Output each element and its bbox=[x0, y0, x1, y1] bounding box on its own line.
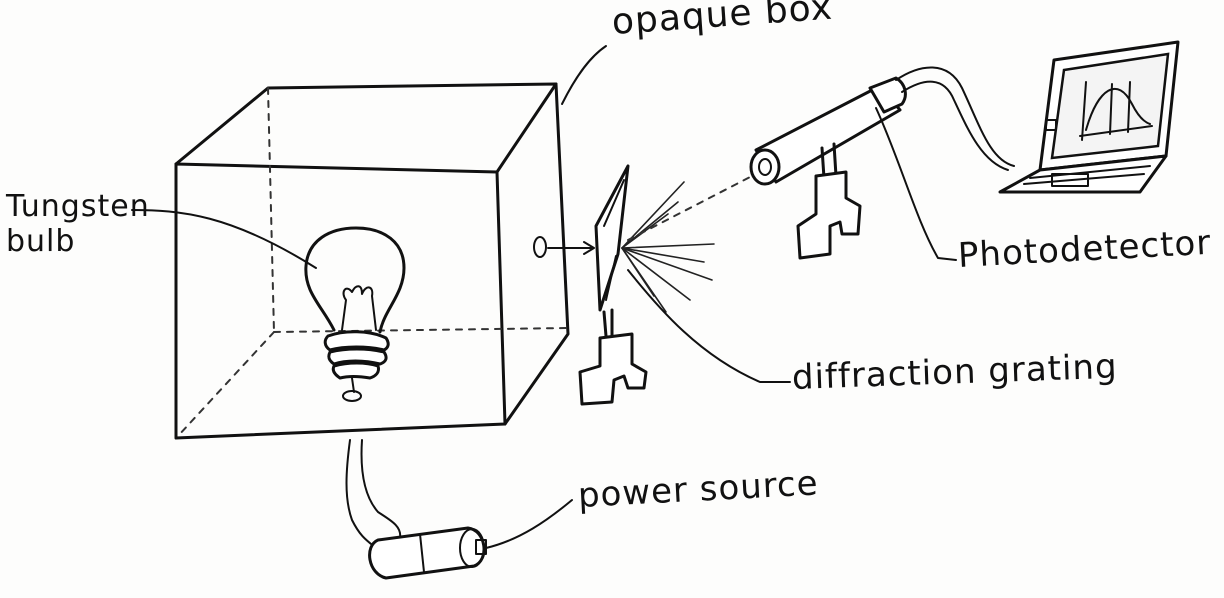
power-wires bbox=[345, 439, 402, 549]
tungsten-leader-line bbox=[131, 209, 317, 269]
lightbulb-icon bbox=[304, 226, 406, 402]
opaque-box-leader-line bbox=[561, 45, 607, 105]
tungsten-bulb-label-line1: Tungsten bbox=[6, 189, 150, 224]
diffracted-rays bbox=[621, 175, 753, 313]
diffraction-grating-icon bbox=[578, 164, 648, 406]
photodetector-icon bbox=[749, 66, 1015, 260]
tungsten-bulb-label-line2: bulb bbox=[6, 223, 76, 259]
light-beam-arrow bbox=[547, 241, 595, 255]
tungsten-bulb-label: Tungsten bulb bbox=[6, 189, 150, 259]
battery-icon bbox=[368, 526, 487, 580]
diffraction-leader-line bbox=[627, 269, 791, 383]
opaque-box bbox=[174, 82, 570, 440]
power-leader-line bbox=[485, 499, 573, 549]
photodetector-leader-line bbox=[875, 107, 957, 261]
laptop-icon bbox=[998, 40, 1180, 194]
